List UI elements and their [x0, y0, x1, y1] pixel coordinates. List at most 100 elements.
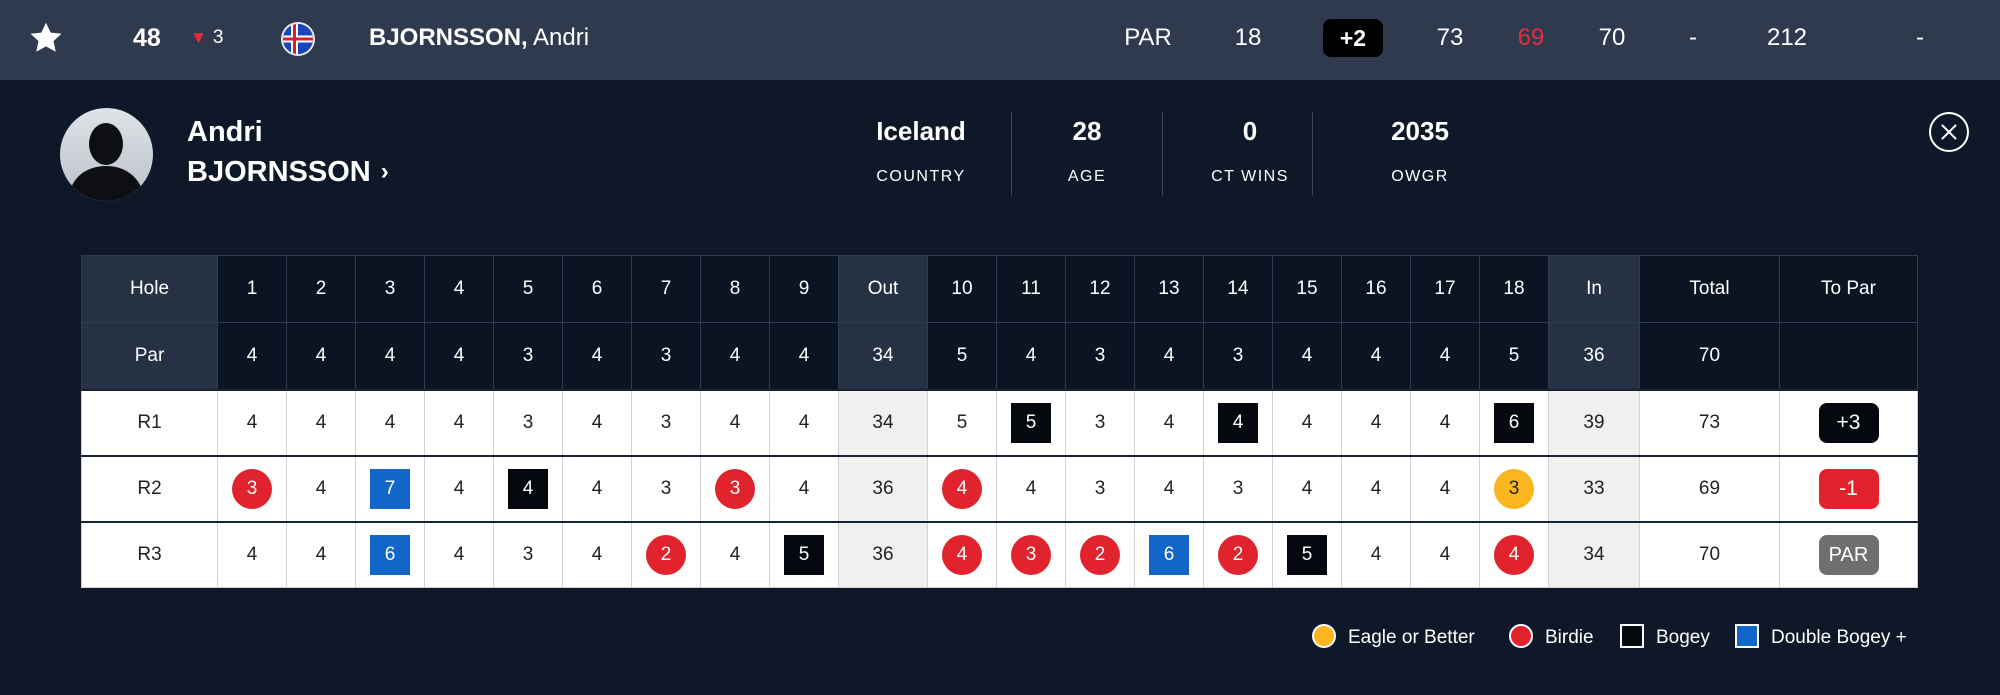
hole-score: 5 [927, 388, 997, 456]
hole-score: 4 [1272, 388, 1342, 456]
round-to-par: PAR [1779, 520, 1918, 588]
hole-score: 3 [217, 454, 287, 522]
hole-number: 6 [562, 255, 632, 323]
hole-score: 4 [1203, 388, 1273, 456]
hole-number: 4 [424, 255, 494, 323]
round-to-par: -1 [1779, 454, 1918, 522]
legend-label: Bogey [1656, 627, 1710, 648]
hole-score: 4 [424, 520, 494, 588]
player-name[interactable]: BJORNSSON, Andri [369, 0, 589, 76]
par-value: 4 [355, 322, 425, 390]
round-3-score: 70 [1598, 24, 1626, 51]
hole-score: 4 [700, 388, 770, 456]
hole-score: 2 [631, 520, 701, 588]
hole-number: Total [1639, 255, 1780, 323]
par-value: 36 [1548, 322, 1640, 390]
hole-score: 4 [562, 520, 632, 588]
player-last-name-heading: BJORNSSON [187, 156, 371, 188]
hole-score: 4 [1272, 454, 1342, 522]
hole-score: 5 [1272, 520, 1342, 588]
divider [1162, 112, 1163, 196]
bogey-marker: 5 [1011, 402, 1051, 443]
hole-number: 3 [355, 255, 425, 323]
par-label: Par [81, 322, 218, 390]
legend-bogey: Bogey [1620, 623, 1710, 653]
hole-number: 7 [631, 255, 701, 323]
star-icon[interactable] [28, 20, 64, 56]
to-par-badge: +2 [1323, 19, 1383, 57]
bogey-marker: 6 [1494, 402, 1534, 443]
hole-number: 2 [286, 255, 356, 323]
stat-owgr: 2035 OWGR [1360, 116, 1480, 186]
birdie-marker: 3 [715, 468, 755, 509]
hole-score: 6 [1134, 520, 1204, 588]
to-par-badge: PAR [1818, 534, 1879, 575]
birdie-marker: 4 [942, 468, 982, 509]
par-value: 4 [562, 322, 632, 390]
player-first-name: Andri [533, 24, 590, 51]
legend-birdie: Birdie [1509, 623, 1594, 653]
round-4-score: - [1689, 24, 1697, 51]
bogey-marker: 5 [784, 534, 824, 575]
par-value: 4 [996, 322, 1066, 390]
hole-number: 16 [1341, 255, 1411, 323]
stat-age: 28 AGE [1037, 116, 1137, 186]
hole-score: 4 [927, 454, 997, 522]
hole-score: 4 [562, 454, 632, 522]
hole-score: 4 [286, 454, 356, 522]
par-value: 4 [424, 322, 494, 390]
bogey-marker: 4 [508, 468, 548, 509]
player-profile-link[interactable]: BJORNSSON › [187, 156, 389, 189]
leaderboard-row[interactable]: 48 ▼ 3 BJORNSSON, Andri PAR 18 +2 73 69 7… [0, 0, 2000, 80]
birdie-marker: 2 [646, 534, 686, 575]
hole-score: 3 [1203, 454, 1273, 522]
in-total: 34 [1548, 520, 1640, 588]
hole-score: 4 [493, 454, 563, 522]
scorecard-table: Hole 1 2 3 4 5 6 7 8 9 Out 10 11 12 13 14 15 16 17 18 In Tota… [81, 255, 1918, 588]
par-value: 4 [700, 322, 770, 390]
hole-score: 3 [493, 520, 563, 588]
round-total: 70 [1639, 520, 1780, 588]
to-par-badge: -1 [1818, 468, 1879, 509]
hole-score: 4 [1134, 388, 1204, 456]
par-value: 3 [1203, 322, 1273, 390]
stat-value: 0 [1242, 116, 1258, 146]
close-icon[interactable] [1929, 112, 1969, 152]
round-to-par: +3 [1779, 388, 1918, 456]
par-label: PAR [1124, 24, 1172, 51]
birdie-marker: 2 [1080, 534, 1120, 575]
hole-score: 3 [493, 388, 563, 456]
hole-score: 2 [1065, 520, 1135, 588]
round-row: R1 4 4 4 4 3 4 3 4 4 34 5 5 3 4 4 4 4 4 6 39 73 +3 [81, 388, 1918, 456]
hole-score: 6 [1479, 388, 1549, 456]
par-value: 34 [838, 322, 928, 390]
hole-score: 3 [1065, 388, 1135, 456]
divider [1312, 112, 1313, 196]
hole-number: Out [838, 255, 928, 323]
player-last-name: BJORNSSON, [369, 24, 528, 51]
double-bogey-marker: 7 [370, 468, 410, 509]
bogey-swatch-icon [1620, 624, 1644, 648]
out-total: 34 [838, 388, 928, 456]
hole-row: Hole 1 2 3 4 5 6 7 8 9 Out 10 11 12 13 14 15 16 17 18 In Tota… [81, 255, 1918, 323]
par-value [1779, 322, 1918, 390]
hole-number: 18 [1479, 255, 1549, 323]
movement-value: 3 [212, 27, 224, 48]
hole-number: 11 [996, 255, 1066, 323]
birdie-marker: 4 [942, 534, 982, 575]
hole-number: 9 [769, 255, 839, 323]
bogey-marker: 5 [1287, 534, 1327, 575]
legend-eagle: Eagle or Better [1312, 623, 1475, 653]
legend-label: Eagle or Better [1348, 627, 1475, 648]
hole-number: 15 [1272, 255, 1342, 323]
birdie-marker: 4 [1494, 534, 1534, 575]
down-arrow-icon: ▼ [190, 28, 207, 47]
par-value: 4 [1410, 322, 1480, 390]
hole-score: 6 [355, 520, 425, 588]
hole-number: To Par [1779, 255, 1918, 323]
hole-number: 12 [1065, 255, 1135, 323]
par-value: 4 [1341, 322, 1411, 390]
to-par-badge: +3 [1818, 402, 1879, 443]
divider [1011, 112, 1012, 196]
position: 48 [133, 24, 161, 52]
